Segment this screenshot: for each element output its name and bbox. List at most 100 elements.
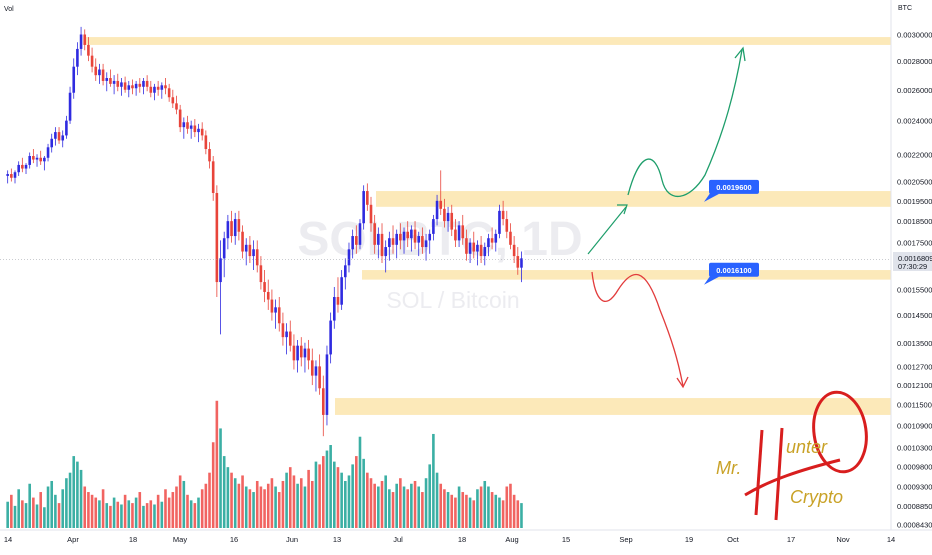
price-badge-pointer	[704, 191, 719, 202]
candle-body	[428, 233, 432, 241]
volume-bar	[310, 480, 314, 528]
candle-body	[57, 132, 61, 141]
price-axis[interactable]: 0.0030000 0.0028000 0.0026000 0.0024000 0.00…	[897, 30, 932, 529]
volume-bar	[516, 500, 520, 528]
candle-body	[333, 297, 336, 321]
volume-bar	[366, 472, 369, 528]
volume-bar	[380, 480, 384, 528]
price-tick-label: 0.0026000	[897, 86, 932, 95]
candle-body	[17, 164, 20, 173]
volume-bar	[446, 492, 450, 528]
volume-bar	[443, 489, 446, 528]
signature-logo: Mr. unter Crypto	[716, 390, 868, 521]
candle-body	[263, 282, 266, 292]
candle-body	[344, 265, 347, 278]
currency-label: BTC	[898, 5, 912, 12]
candle-body	[204, 135, 208, 150]
candle-body	[325, 354, 329, 415]
candle-body	[318, 366, 321, 389]
zone-2	[362, 270, 891, 280]
candle-body	[182, 122, 186, 128]
volume-bar	[399, 478, 402, 528]
candle-body	[421, 236, 424, 248]
candle-body	[446, 212, 450, 222]
time-axis[interactable]: 14 Apr 18 May 16 Jun 13 Jul 18 Aug 15 Sep 19 Oct 17 Nov…	[4, 535, 895, 544]
candle-body	[50, 138, 54, 148]
candle-body	[222, 238, 226, 259]
volume-bar	[21, 500, 24, 528]
candle-body	[314, 366, 318, 376]
volume-bar	[472, 500, 476, 528]
volume-bar	[204, 483, 208, 528]
volume-bar	[24, 503, 28, 528]
volume-bar	[428, 464, 432, 528]
candle-body	[131, 85, 134, 89]
volume-bar	[281, 480, 285, 528]
candle-body	[399, 233, 402, 241]
volume-bar	[90, 494, 94, 528]
volume-bar	[178, 475, 182, 528]
volume-bar	[520, 503, 523, 528]
volume-bar	[435, 472, 439, 528]
candle-body	[490, 238, 494, 243]
volume-bar	[285, 472, 288, 528]
volume-bar	[505, 486, 509, 528]
candle-body	[127, 85, 131, 90]
volume-bar	[175, 486, 178, 528]
candle-body	[380, 233, 384, 257]
volume-bar	[483, 480, 487, 528]
volume-bar	[277, 492, 281, 528]
candle-body	[369, 204, 373, 224]
volume-bar	[189, 500, 193, 528]
volume-bar	[182, 480, 186, 528]
price-tick-label: 0.0009300	[897, 483, 932, 492]
candle-body	[454, 229, 457, 241]
zone-3	[335, 398, 891, 415]
price-tick-label: 0.0028000	[897, 57, 932, 66]
candle-body	[439, 200, 443, 209]
volume-bar	[127, 500, 131, 528]
volume-bar	[369, 478, 373, 528]
volume-bar	[355, 456, 358, 528]
price-tick-label: 0.0014500	[897, 311, 932, 320]
volume-bar	[6, 501, 9, 528]
watermark-name: SOL / Bitcoin	[386, 287, 519, 313]
candle-body	[424, 240, 428, 248]
volume-bar	[292, 475, 296, 528]
signature-text-1: Mr.	[716, 458, 741, 478]
volume-bar	[134, 497, 138, 528]
volume-bar	[186, 494, 189, 528]
candle-body	[193, 125, 197, 133]
volume-bar	[388, 489, 391, 528]
candle-body	[516, 256, 520, 268]
volume-bar	[32, 497, 35, 528]
volume-bar	[358, 436, 362, 528]
projection-arrows	[587, 46, 746, 389]
candle-body	[336, 297, 340, 305]
volume-bar	[109, 505, 112, 528]
candle-body	[410, 229, 413, 239]
candle-body	[171, 97, 175, 104]
signature-h-right	[774, 427, 784, 521]
candle-body	[259, 265, 263, 283]
candle-body	[186, 122, 189, 129]
bull-arrow-long	[627, 49, 743, 198]
time-tick-label: 16	[230, 535, 238, 544]
candle-body	[450, 212, 454, 230]
candle-body	[65, 120, 68, 136]
volume-bar	[501, 500, 505, 528]
time-tick-label: 19	[685, 535, 693, 544]
price-badge	[709, 262, 759, 277]
current-price-countdown: 07:30:29	[898, 262, 927, 271]
volume-bar	[131, 503, 134, 528]
volume-bar	[112, 497, 116, 528]
price-tick-label: 0.0020500	[897, 178, 932, 187]
price-tick-label: 0.0019500	[897, 197, 932, 206]
candle-body	[252, 249, 255, 257]
candle-body	[189, 125, 193, 129]
volume-bar	[373, 483, 376, 528]
volume-bar	[351, 464, 354, 528]
candle-body	[487, 238, 490, 248]
